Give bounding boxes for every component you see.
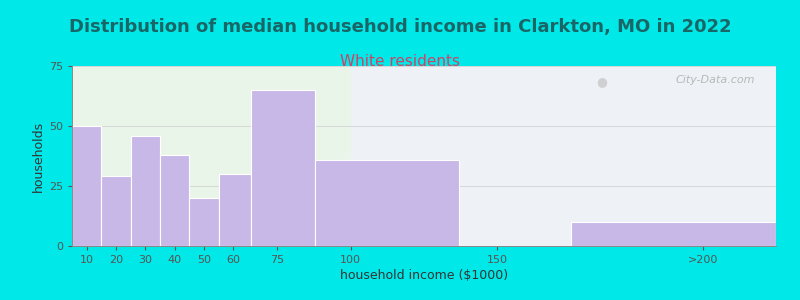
Text: ●: ● (596, 75, 607, 88)
Text: Distribution of median household income in Clarkton, MO in 2022: Distribution of median household income … (69, 18, 731, 36)
Bar (350, 66, 776, 246)
Bar (160, 155, 190, 246)
Bar (72, 126, 102, 246)
X-axis label: household income ($1000): household income ($1000) (340, 269, 508, 282)
Bar (251, 90, 315, 246)
Text: City-Data.com: City-Data.com (675, 75, 755, 85)
Y-axis label: households: households (32, 120, 45, 192)
Bar (315, 160, 459, 246)
Bar (102, 176, 130, 246)
Bar (218, 174, 251, 246)
Bar (130, 136, 160, 246)
Text: White residents: White residents (340, 54, 460, 69)
Bar (190, 198, 218, 246)
Bar (570, 222, 776, 246)
